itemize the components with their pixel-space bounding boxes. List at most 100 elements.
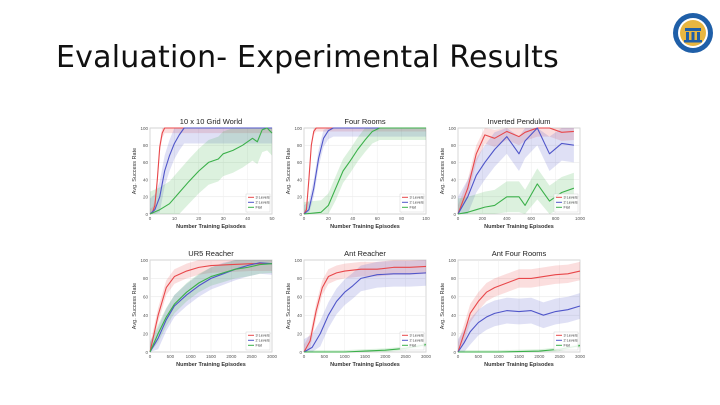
x-tick-label: 80 [399, 216, 405, 221]
chart-1: 0 20 40 60 80 100 0 10 20 30 40 50 10 x 10 Grid Worl… [132, 117, 275, 230]
series-line-1 [457, 127, 574, 215]
y-tick-label: 20 [451, 195, 457, 200]
x-tick-label: 20 [196, 216, 202, 221]
x-tick-label: 30 [221, 216, 227, 221]
y-tick-label: 100 [294, 126, 302, 131]
y-tick-label: 0 [145, 350, 148, 355]
chart-title: Inverted Pendulum [488, 117, 551, 126]
confidence-band-1 [304, 260, 426, 352]
x-tick-label: 2500 [401, 354, 412, 359]
x-tick-label: 2000 [226, 354, 237, 359]
legend-entry: 2 Levels [410, 201, 424, 205]
series-line-3 [149, 263, 273, 353]
y-tick-label: 60 [297, 160, 303, 165]
x-tick-label: 2500 [555, 354, 566, 359]
series-line-3 [149, 127, 273, 215]
y-tick-label: 0 [145, 212, 148, 217]
x-tick-label: 200 [479, 216, 487, 221]
legend-entry: 3 Levels [256, 196, 270, 200]
x-tick-label: 40 [350, 216, 356, 221]
x-tick-label: 0 [303, 216, 306, 221]
chart-2: 0 20 40 60 80 100 0 20 40 60 80 100 Four Rooms Number… [286, 117, 430, 230]
y-tick-label: 100 [448, 258, 456, 263]
x-tick-label: 3000 [575, 354, 586, 359]
confidence-band-3 [150, 128, 272, 214]
x-tick-label: 10 [172, 216, 178, 221]
y-tick-label: 100 [140, 126, 148, 131]
legend-entry: Flat [410, 206, 417, 210]
y-axis-label: Avg. Success Rate [440, 283, 446, 329]
x-tick-label: 60 [375, 216, 381, 221]
confidence-band-1 [458, 261, 580, 352]
x-tick-label: 500 [475, 354, 483, 359]
chart-title: Four Rooms [344, 117, 386, 126]
y-tick-label: 40 [143, 313, 149, 318]
y-tick-label: 40 [451, 313, 457, 318]
y-axis-label: Avg. Success Rate [286, 148, 292, 194]
confidence-band-1 [150, 260, 272, 352]
y-tick-label: 60 [143, 295, 149, 300]
legend-entry: 3 Levels [256, 334, 270, 338]
x-tick-label: 3000 [421, 354, 432, 359]
x-tick-label: 0 [149, 354, 152, 359]
x-tick-label: 0 [457, 216, 460, 221]
y-tick-label: 40 [297, 313, 303, 318]
series-line-2 [457, 127, 574, 215]
x-axis-label: Number Training Episodes [176, 362, 246, 368]
x-tick-label: 1000 [494, 354, 505, 359]
y-axis-label: Avg. Success Rate [132, 148, 138, 194]
confidence-band-2 [458, 293, 580, 352]
y-tick-label: 20 [451, 331, 457, 336]
series-line-3 [303, 127, 426, 215]
y-tick-label: 80 [451, 276, 457, 281]
confidence-band-1 [150, 128, 272, 214]
x-tick-label: 800 [552, 216, 560, 221]
legend-entry: 3 Levels [410, 196, 424, 200]
x-tick-label: 500 [167, 354, 175, 359]
x-tick-label: 100 [422, 216, 430, 221]
x-tick-label: 50 [269, 216, 275, 221]
legend-entry: 3 Levels [564, 334, 578, 338]
legend-entry: 3 Levels [564, 196, 578, 200]
y-tick-label: 80 [297, 276, 303, 281]
confidence-band-3 [304, 128, 426, 214]
x-tick-label: 0 [149, 216, 152, 221]
y-tick-label: 40 [451, 177, 457, 182]
y-tick-label: 100 [140, 258, 148, 263]
legend-entry: Flat [256, 344, 263, 348]
legend-entry: 2 Levels [410, 339, 424, 343]
legend-entry: 3 Levels [410, 334, 424, 338]
x-tick-label: 3000 [267, 354, 278, 359]
y-tick-label: 100 [448, 126, 456, 131]
y-tick-label: 40 [143, 177, 149, 182]
legend-entry: 2 Levels [564, 201, 578, 205]
slide-title: Evaluation- Experimental Results [56, 40, 559, 75]
y-tick-label: 60 [297, 295, 303, 300]
x-tick-label: 600 [527, 216, 535, 221]
legend-entry: 2 Levels [564, 339, 578, 343]
x-axis-label: Number Training Episodes [176, 224, 246, 230]
confidence-band-2 [458, 128, 574, 214]
y-tick-label: 80 [143, 143, 149, 148]
series-line-1 [149, 263, 272, 353]
legend-entry: Flat [564, 206, 571, 210]
series-line-1 [303, 265, 427, 353]
y-tick-label: 60 [451, 160, 457, 165]
y-tick-label: 20 [143, 331, 149, 336]
chart-title: UR5 Reacher [188, 249, 234, 258]
legend-entry: Flat [564, 344, 571, 348]
x-tick-label: 400 [503, 216, 511, 221]
y-axis-label: Avg. Success Rate [286, 283, 292, 329]
x-tick-label: 40 [245, 216, 251, 221]
y-tick-label: 80 [297, 143, 303, 148]
x-tick-label: 1000 [340, 354, 351, 359]
x-axis-label: Number Training Episodes [330, 224, 400, 230]
y-tick-label: 60 [143, 160, 149, 165]
legend-entry: Flat [410, 344, 417, 348]
x-tick-label: 2000 [534, 354, 545, 359]
y-tick-label: 100 [294, 258, 302, 263]
x-tick-label: 1000 [575, 216, 586, 221]
